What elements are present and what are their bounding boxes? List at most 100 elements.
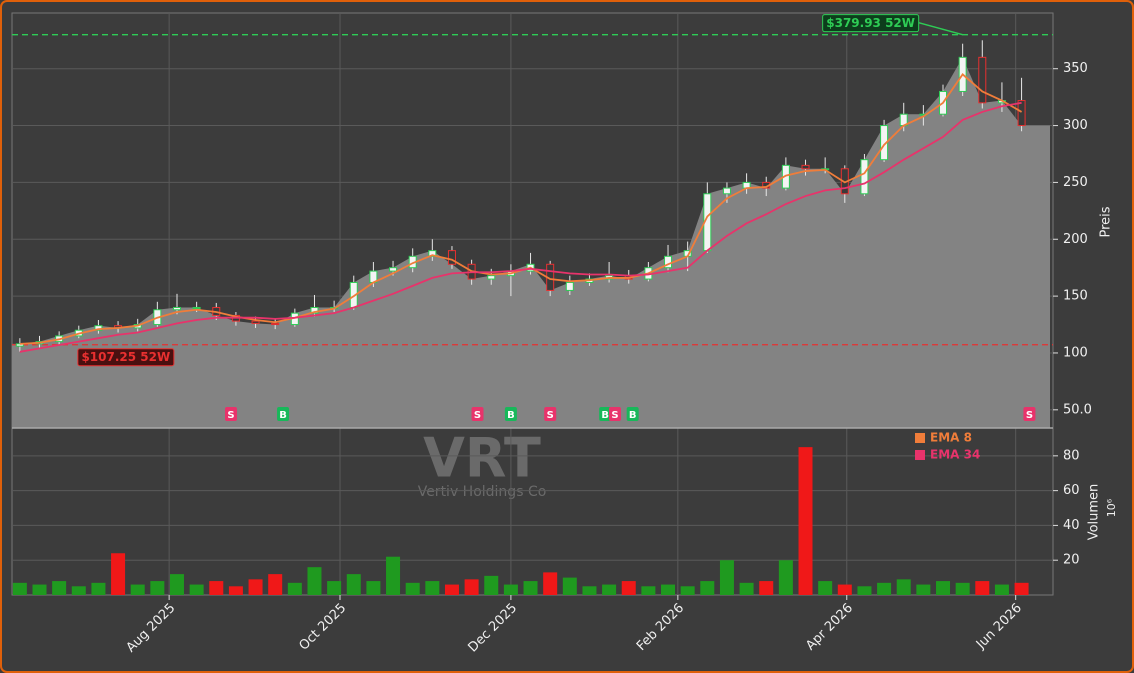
volume-bar — [857, 586, 872, 595]
signal-marker — [544, 407, 557, 421]
signal-label: B — [279, 410, 287, 421]
volume-bar — [543, 572, 558, 595]
signal-label: S — [1026, 410, 1033, 421]
volume-bar — [798, 447, 813, 595]
volume-bar — [562, 577, 577, 595]
legend-swatch — [915, 433, 925, 443]
candle-body — [1017, 100, 1026, 127]
volume-bar — [287, 582, 302, 595]
signal-marker — [277, 407, 290, 421]
volume-bar — [150, 581, 165, 595]
volume-bar — [719, 560, 734, 595]
volume-bar — [523, 581, 538, 595]
volume-bar — [1014, 582, 1029, 595]
volume-bar — [12, 582, 27, 595]
volume-bar — [52, 581, 67, 595]
signal-label: S — [474, 410, 481, 421]
signal-label: S — [227, 410, 234, 421]
volume-bar — [366, 581, 381, 595]
volume-bar — [896, 579, 911, 595]
volume-bar — [248, 579, 263, 595]
volume-bar — [386, 556, 401, 595]
volume-bar — [975, 581, 990, 595]
volume-bar — [602, 584, 617, 595]
volume-bar — [268, 574, 283, 595]
volume-bar — [189, 584, 204, 595]
volume-bar — [228, 586, 243, 595]
volume-bar — [307, 567, 322, 595]
volume-bar — [169, 574, 184, 595]
volume-bar — [661, 584, 676, 595]
legend-label: EMA 8 — [930, 431, 972, 445]
candle-body — [251, 320, 260, 324]
y-tick-label: 100 — [1063, 345, 1088, 360]
candle-body — [565, 281, 574, 291]
volume-bar — [994, 584, 1009, 595]
y-tick-label: 40 — [1063, 518, 1080, 533]
signal-marker — [1023, 407, 1036, 421]
volume-bar — [700, 581, 715, 595]
volume-bar — [32, 584, 47, 595]
reference-arrow — [918, 21, 963, 36]
volume-bar — [130, 584, 145, 595]
y-tick-label: 60 — [1063, 483, 1080, 498]
volume-bar — [837, 584, 852, 595]
signal-marker — [608, 407, 621, 421]
volume-bar — [346, 574, 361, 595]
y-tick-label: 250 — [1063, 175, 1088, 190]
reference-label: $379.93 52W — [826, 16, 915, 30]
volume-bar — [484, 575, 499, 595]
volume-bar — [582, 586, 597, 595]
candle-body — [428, 250, 437, 257]
volume-bar — [778, 560, 793, 595]
volume-bar — [464, 579, 479, 595]
candle-body — [310, 306, 319, 314]
candle-body — [801, 164, 810, 170]
signal-marker — [225, 407, 238, 421]
signal-label: B — [629, 410, 637, 421]
volume-bar — [641, 586, 656, 595]
volume-bar — [71, 586, 86, 595]
y-tick-label: 300 — [1063, 118, 1088, 133]
volume-bar — [621, 581, 636, 595]
volume-bar — [209, 581, 224, 595]
volume-axis-label: Volumen — [1087, 484, 1102, 541]
volume-bar — [739, 582, 754, 595]
candle-body — [172, 306, 181, 311]
volume-bar — [680, 586, 695, 595]
candle-body — [192, 306, 201, 309]
volume-bar — [444, 584, 459, 595]
signal-marker — [626, 407, 639, 421]
candle-body — [722, 187, 731, 195]
volume-bar — [955, 582, 970, 595]
y-tick-label: 150 — [1063, 289, 1088, 304]
candle-body — [447, 250, 456, 265]
volume-bar — [759, 581, 774, 595]
signal-label: S — [547, 410, 554, 421]
y-tick-label: 20 — [1063, 553, 1080, 568]
candle-body — [978, 56, 987, 104]
candle-body — [271, 322, 280, 326]
volume-bar — [877, 582, 892, 595]
y-tick-label: 80 — [1063, 448, 1080, 463]
y-axis-label: Preis — [1099, 206, 1114, 237]
candle-body — [487, 275, 496, 280]
signal-marker — [504, 407, 517, 421]
y-tick-label: 200 — [1063, 232, 1088, 247]
close-area — [12, 57, 1050, 428]
y-tick-label: 350 — [1063, 61, 1088, 76]
volume-bar — [405, 582, 420, 595]
volume-bar — [503, 584, 518, 595]
signal-label: B — [601, 410, 609, 421]
ema-line — [19, 101, 1022, 353]
volume-bar — [425, 581, 440, 595]
reference-label: $107.25 52W — [81, 350, 170, 364]
watermark-ticker: VRT — [423, 427, 541, 490]
volume-bar — [818, 581, 833, 595]
volume-bar — [91, 582, 106, 595]
signal-marker — [471, 407, 484, 421]
candle-body — [389, 267, 398, 272]
signal-marker — [599, 407, 612, 421]
signal-label: S — [611, 410, 618, 421]
